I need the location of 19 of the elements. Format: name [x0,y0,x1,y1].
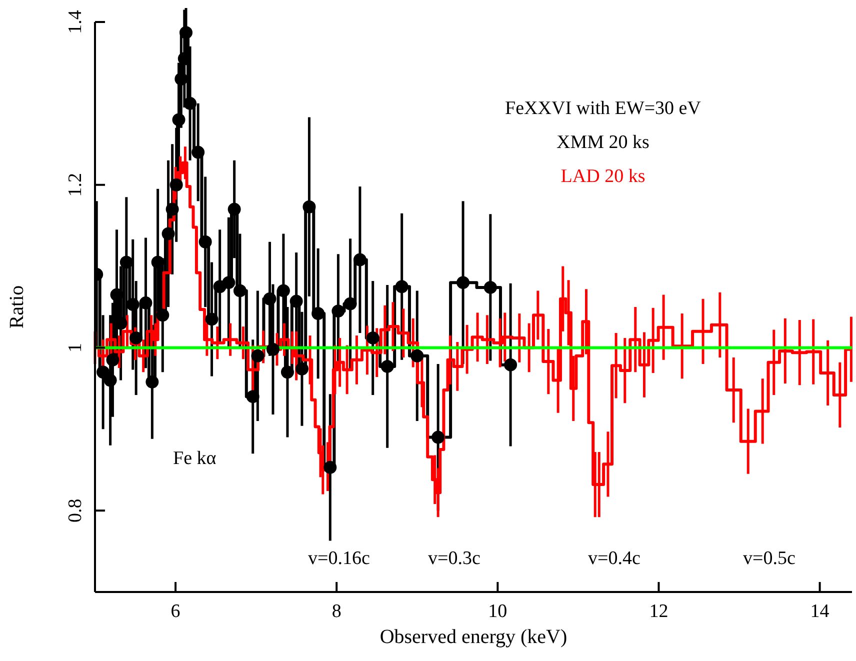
legend-title: FeXXVI with EW=30 eV [504,98,702,120]
x-tick-label: 14 [810,601,830,622]
y-tick-label: 0.8 [65,498,86,522]
y-tick-label: 1.2 [65,172,86,197]
y-axis-title: Ratio [6,285,28,329]
x-tick-label: 12 [649,601,668,622]
x-tick-label: 10 [488,601,508,622]
x-tick-label: 8 [332,601,342,622]
y-tick-label: 1 [65,342,86,352]
annotation: v=0.5c [743,548,796,570]
x-axis-title: Observed energy (keV) [380,626,568,648]
annotation: Fe kα [173,448,216,470]
annotation: v=0.16c [308,548,370,570]
annotation: v=0.4c [588,548,640,570]
y-tick-label: 1.4 [65,10,86,34]
text: XMM 20 ks [556,132,650,154]
x-tick-label: 6 [170,601,180,622]
text: LAD 20 ks [560,166,646,188]
annotation: v=0.3c [428,548,480,570]
